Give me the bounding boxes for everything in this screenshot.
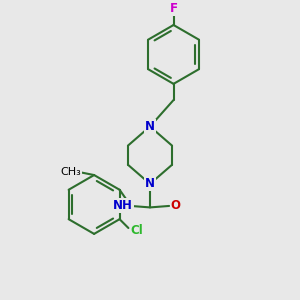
Text: NH: NH — [113, 200, 133, 212]
Text: N: N — [145, 177, 155, 190]
Text: F: F — [169, 2, 178, 15]
Text: CH₃: CH₃ — [61, 167, 82, 177]
Text: N: N — [145, 120, 155, 133]
Text: Cl: Cl — [131, 224, 144, 237]
Text: O: O — [171, 200, 181, 212]
